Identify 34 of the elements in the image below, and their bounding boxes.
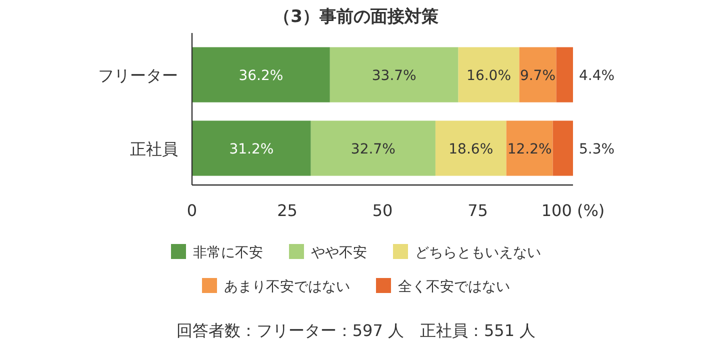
bar [330,47,458,102]
data-label: 9.7% [520,68,556,84]
data-label: 36.2% [238,68,284,84]
bar [556,47,573,102]
data-label: 32.7% [350,141,396,158]
bar [192,120,311,176]
y-tick-label: フリーター [98,66,178,85]
x-tick-label: 25 [277,201,298,220]
data-label: 5.3% [579,141,615,158]
data-label: 12.2% [507,141,552,158]
legend-label: やや不安 [311,245,367,261]
x-tick-label: 100 (%) [541,201,605,220]
legend-label: あまり不安ではない [224,279,350,295]
bar [310,120,436,176]
data-label: 33.7% [372,68,416,84]
chart-title: （3）事前の面接対策 [274,7,438,27]
bar [519,47,556,102]
data-label: 4.4% [579,68,615,84]
data-label: 16.0% [466,68,512,84]
legend-label: どちらともいえない [415,245,541,261]
data-label: 18.6% [448,141,494,158]
text: 回答者数：フリーター：597 人 正社員：551 人 [176,321,536,340]
x-tick-label: 0 [186,201,198,220]
legend-label: 非常に不安 [193,245,263,261]
y-tick-label: 正社員 [130,139,178,158]
bar [435,120,506,176]
legend-label: 全く不安ではない [398,279,510,295]
x-tick-label: 75 [468,201,488,220]
bar [458,47,520,102]
bar [552,120,573,176]
bar [506,120,553,176]
data-label: 31.2% [229,141,274,158]
x-tick-label: 50 [372,201,393,220]
bar [192,47,330,102]
